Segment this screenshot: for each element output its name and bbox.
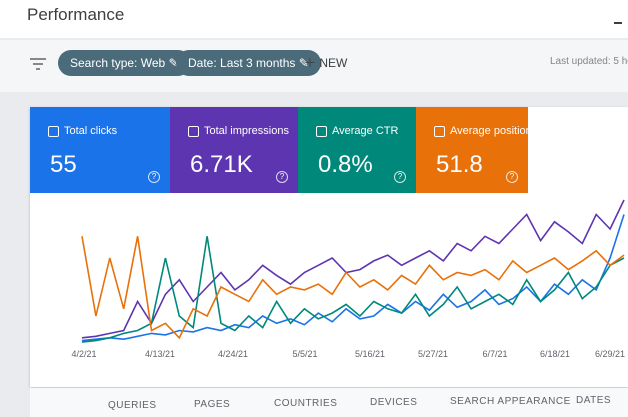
x-axis-label: 4/13/21 [145,349,175,359]
filter-chip[interactable]: Search type: Web ✎ [58,50,191,76]
chip-label: Search type: Web [70,56,166,70]
last-updated: Last updated: 5 ho [550,56,628,67]
new-button[interactable]: ＋ NEW [304,56,348,70]
checkbox [434,126,445,137]
series-line [81,214,625,342]
metric-value: 6.71K [190,151,253,178]
help-icon: ? [148,171,160,183]
x-axis-label: 6/7/21 [482,349,507,359]
x-axis-label: 4/2/21 [71,349,96,359]
help-icon: ? [506,171,518,183]
x-axis-label: 6/29/21 [595,349,625,359]
checkbox [316,126,327,137]
metric-card[interactable]: Average position 51.8? [416,107,532,193]
filter-chip[interactable]: Date: Last 3 months ✎ [176,50,321,76]
x-axis-label: 5/16/21 [355,349,385,359]
metric-card[interactable]: Total clicks 55? [30,107,170,193]
metric-card[interactable]: Average CTR 0.8%? [298,107,416,193]
metric-label: Total clicks [64,125,118,137]
metric-value: 0.8% [318,151,373,178]
download-icon[interactable] [614,12,622,24]
tab[interactable]: COUNTRIES [274,398,338,409]
metric-label: Average position [450,125,532,137]
new-label: NEW [319,56,348,70]
tab[interactable]: PAGES [194,399,231,410]
help-icon: ? [276,171,288,183]
metric-card[interactable]: Total impressions 6.71K? [170,107,298,193]
tab[interactable]: QUERIES [108,400,157,411]
chip-label: Date: Last 3 months [188,56,296,70]
filter-icon[interactable] [30,58,46,70]
series-line [81,236,625,340]
metric-value: 55 [50,151,77,178]
x-axis-label: 4/24/21 [218,349,248,359]
metric-label: Average CTR [332,125,399,137]
x-axis-label: 5/27/21 [418,349,448,359]
tab[interactable]: SEARCH APPEARANCE [450,396,571,407]
series-line [81,236,625,343]
header-bar [0,0,628,38]
metric-value: 51.8 [436,151,483,178]
metric-label: Total impressions [204,125,289,137]
checkbox [48,126,59,137]
x-axis-label: 5/5/21 [292,349,317,359]
tab[interactable]: DATES [576,395,612,406]
checkbox [188,126,199,137]
tab-bar [30,388,628,417]
page-title: Performance [27,5,125,24]
tab[interactable]: DEVICES [370,397,418,408]
x-axis-label: 6/18/21 [540,349,570,359]
help-icon: ? [394,171,406,183]
